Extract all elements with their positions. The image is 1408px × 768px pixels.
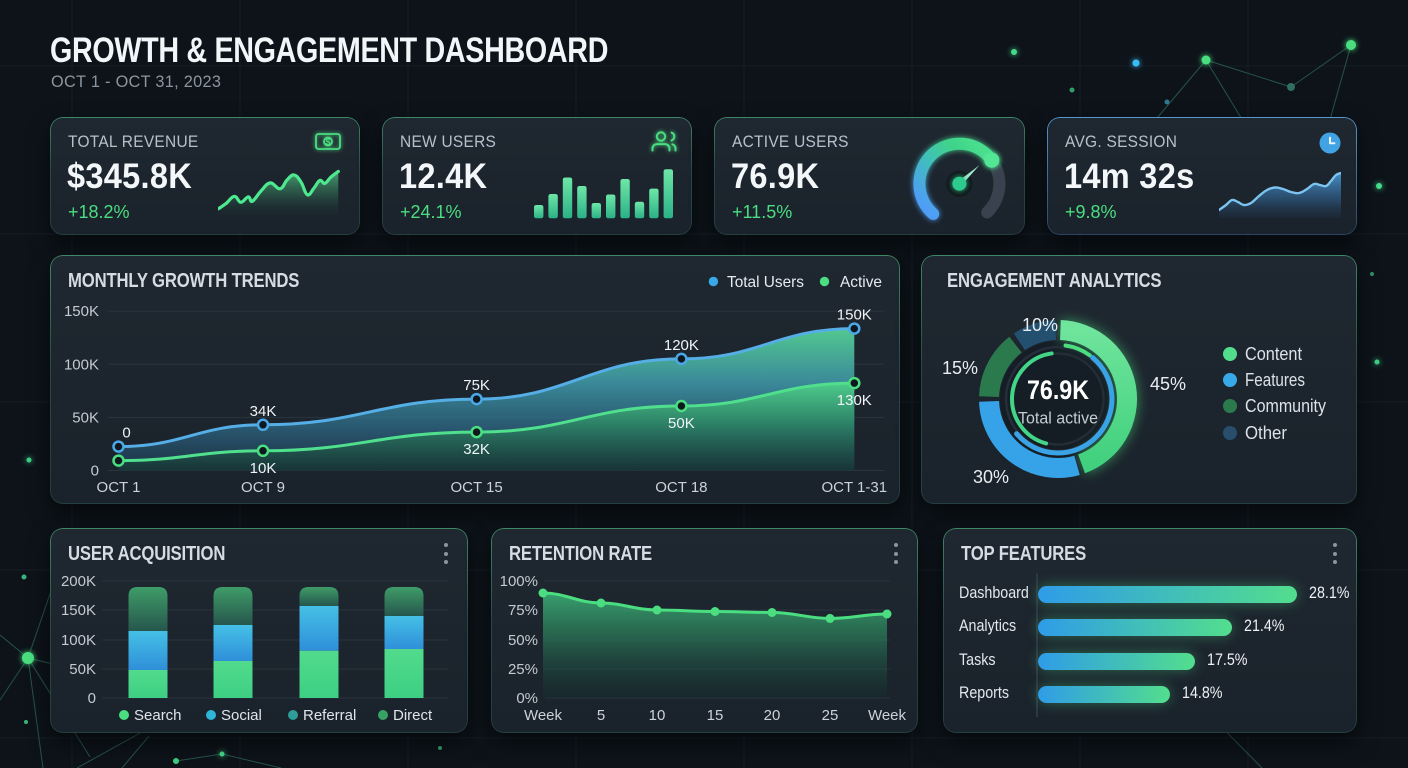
- svg-text:Search: Search: [134, 707, 182, 724]
- svg-text:50K: 50K: [668, 415, 695, 432]
- svg-text:100K: 100K: [64, 356, 99, 373]
- svg-text:Other: Other: [1245, 423, 1287, 443]
- svg-text:32K: 32K: [463, 441, 490, 458]
- svg-text:100%: 100%: [500, 573, 538, 590]
- svg-text:20: 20: [764, 707, 781, 724]
- svg-text:Week: Week: [868, 707, 907, 724]
- svg-text:25: 25: [822, 707, 839, 724]
- svg-text:Direct: Direct: [393, 707, 433, 724]
- svg-text:50K: 50K: [69, 661, 96, 678]
- svg-text:45%: 45%: [1150, 374, 1186, 394]
- svg-text:120K: 120K: [664, 337, 699, 354]
- svg-text:50%: 50%: [508, 632, 538, 649]
- svg-text:76.9K: 76.9K: [1027, 375, 1089, 405]
- svg-text:200K: 200K: [61, 573, 96, 590]
- svg-text:0%: 0%: [516, 690, 538, 707]
- svg-text:10: 10: [649, 707, 666, 724]
- svg-text:OCT 1: OCT 1: [97, 479, 141, 496]
- svg-text:10K: 10K: [250, 460, 277, 477]
- svg-text:10%: 10%: [1022, 315, 1058, 335]
- svg-text:34K: 34K: [250, 403, 277, 420]
- svg-text:75K: 75K: [463, 377, 490, 394]
- svg-text:Referral: Referral: [303, 707, 356, 724]
- svg-text:150K: 150K: [61, 602, 96, 619]
- svg-text:0: 0: [122, 425, 130, 442]
- svg-text:Social: Social: [221, 707, 262, 724]
- svg-text:130K: 130K: [837, 392, 872, 409]
- svg-text:Total Users: Total Users: [727, 274, 804, 291]
- svg-text:5: 5: [597, 707, 605, 724]
- svg-text:100K: 100K: [61, 632, 96, 649]
- svg-text:15: 15: [707, 707, 724, 724]
- svg-text:150K: 150K: [64, 303, 99, 320]
- svg-text:OCT 15: OCT 15: [450, 479, 502, 496]
- svg-text:Week: Week: [524, 707, 563, 724]
- svg-text:Community: Community: [1245, 396, 1326, 416]
- svg-text:0: 0: [88, 690, 96, 707]
- svg-text:$: $: [325, 137, 330, 147]
- svg-text:OCT 18: OCT 18: [655, 479, 707, 496]
- svg-text:Active: Active: [840, 274, 882, 291]
- svg-text:150K: 150K: [837, 307, 872, 324]
- svg-text:30%: 30%: [973, 467, 1009, 487]
- svg-text:OCT 9: OCT 9: [241, 479, 285, 496]
- svg-text:25%: 25%: [508, 661, 538, 678]
- svg-text:50K: 50K: [72, 409, 99, 426]
- svg-text:15%: 15%: [942, 358, 978, 378]
- svg-text:0: 0: [91, 463, 99, 480]
- svg-text:OCT 1-31: OCT 1-31: [822, 479, 888, 496]
- svg-text:Features: Features: [1245, 370, 1305, 390]
- svg-text:Content: Content: [1245, 344, 1302, 364]
- svg-text:75%: 75%: [508, 602, 538, 619]
- svg-text:Total active: Total active: [1018, 410, 1098, 428]
